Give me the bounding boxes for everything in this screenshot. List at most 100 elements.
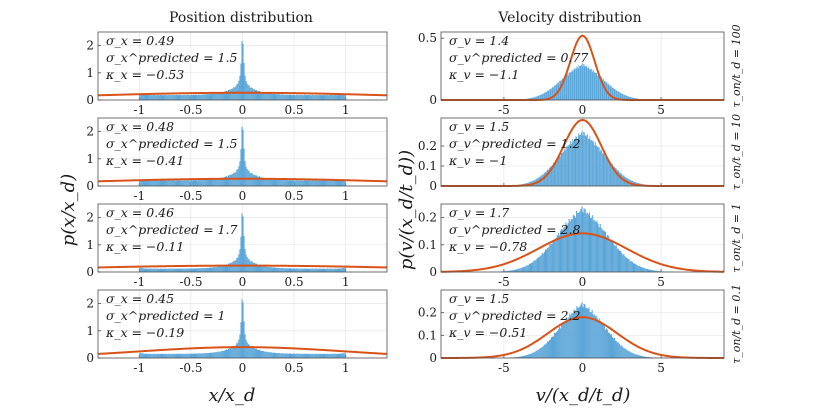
histogram-bar (315, 180, 317, 186)
histogram-bar (264, 266, 266, 272)
histogram-bar (160, 180, 162, 186)
histogram-bar (563, 151, 564, 186)
histogram-bar (266, 92, 268, 100)
histogram-bar (543, 251, 545, 272)
histogram-bar (205, 353, 207, 358)
histogram-bar (146, 180, 148, 186)
histogram-bar (545, 92, 546, 100)
histogram-bar (320, 95, 322, 100)
histogram-bar (600, 77, 602, 100)
histogram-bar (152, 353, 154, 358)
histogram-bar (325, 95, 327, 100)
histogram-bar (246, 342, 248, 358)
histogram-bar (329, 353, 331, 358)
histogram-bar (148, 353, 150, 358)
histogram-bar (541, 94, 543, 100)
histogram-bar (308, 353, 310, 358)
histogram-bar (287, 94, 289, 100)
histogram-bar (284, 180, 286, 186)
histogram-bar (279, 268, 281, 272)
histogram-bar (596, 220, 598, 272)
histogram-bar (563, 79, 564, 100)
histogram-bar (255, 348, 257, 358)
histogram-bar (161, 268, 164, 272)
histogram-bar (609, 85, 610, 100)
histogram-bar (261, 350, 263, 358)
histogram-bar (533, 97, 534, 100)
histogram-bar (228, 348, 230, 358)
histogram-bar (228, 90, 230, 100)
histogram-bar (291, 180, 293, 186)
histogram-bar (549, 167, 550, 186)
predicted-curve (440, 232, 725, 273)
histogram-bar (536, 96, 538, 100)
histogram-bar (219, 351, 221, 358)
histogram-bar (604, 80, 606, 100)
histogram-bar (254, 348, 256, 358)
histogram-bar (613, 166, 615, 186)
histogram-bar (171, 268, 173, 272)
histogram-bar (331, 353, 333, 358)
histogram-bar (313, 180, 315, 186)
histogram-bar (317, 180, 319, 186)
histogram-bar (632, 263, 634, 272)
histogram-bar (557, 158, 559, 186)
histogram-bar (534, 96, 536, 100)
histogram-bar (543, 93, 544, 100)
histogram-bar (564, 148, 566, 186)
histogram-bar (180, 180, 182, 186)
histogram-bar (599, 321, 601, 358)
histogram-bar (141, 268, 143, 272)
histogram-bar (565, 75, 567, 100)
histogram-bar (313, 95, 315, 100)
histogram-bar (646, 356, 648, 358)
histogram-bar (337, 94, 339, 100)
histogram-bar (621, 173, 623, 186)
histogram-bar (219, 178, 221, 186)
histogram-bar (264, 351, 266, 358)
histogram-bar (252, 89, 254, 100)
histogram-bar (291, 268, 293, 272)
histogram-bar (315, 268, 317, 272)
histogram-bar (260, 91, 262, 100)
stat-text: σ_x^predicted = 1 (106, 308, 225, 323)
histogram-bar (633, 97, 634, 100)
histogram-bar (158, 268, 160, 272)
stat-text: σ_x^predicted = 1.5 (106, 136, 237, 151)
histogram-bar (617, 90, 619, 100)
histogram-bar (332, 180, 334, 186)
histogram-bar (598, 74, 600, 100)
histogram-bar (334, 268, 336, 272)
histogram-bar (514, 357, 516, 358)
histogram-bar (559, 81, 561, 100)
histogram-bar (615, 168, 617, 186)
histogram-bar (302, 95, 304, 100)
histogram-bar (264, 178, 266, 186)
histogram-bar (178, 268, 180, 272)
histogram-bar (207, 94, 209, 100)
histogram-bar (178, 353, 180, 358)
histogram-bar (539, 95, 540, 100)
y-tick-label: 1 (86, 238, 94, 252)
histogram-bar (313, 268, 315, 272)
histogram-bar (255, 175, 257, 186)
histogram-bar (157, 268, 159, 272)
histogram-bar (607, 83, 609, 100)
histogram-bar (557, 232, 559, 272)
histogram-bar (234, 346, 236, 358)
histogram-bar (577, 68, 579, 100)
row-label: τ_on/t_d = 100 (730, 24, 743, 107)
histogram-bar (586, 307, 588, 358)
histogram-bar (336, 353, 338, 358)
histogram-bar (243, 148, 245, 186)
histogram-bar (249, 261, 251, 272)
histogram-bar (262, 265, 264, 272)
histogram-bar (205, 179, 207, 186)
histogram-bar (249, 87, 251, 100)
histogram-bar (593, 142, 595, 186)
axes-frame (97, 31, 388, 101)
histogram-bar (179, 268, 181, 272)
histogram-bar (150, 180, 152, 186)
histogram-bar (172, 94, 174, 100)
x-tick-label: -1 (133, 275, 145, 289)
